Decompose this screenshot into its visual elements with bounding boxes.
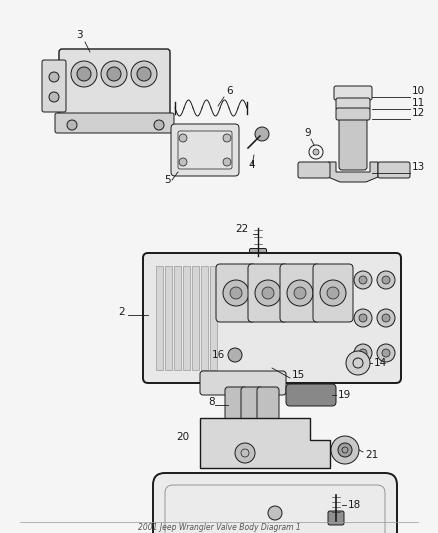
Circle shape bbox=[346, 351, 370, 375]
Text: 20: 20 bbox=[176, 432, 189, 442]
FancyBboxPatch shape bbox=[280, 264, 320, 322]
FancyBboxPatch shape bbox=[378, 162, 410, 178]
Circle shape bbox=[77, 67, 91, 81]
Text: 15: 15 bbox=[292, 370, 305, 380]
Circle shape bbox=[179, 134, 187, 142]
Circle shape bbox=[331, 436, 359, 464]
FancyBboxPatch shape bbox=[200, 371, 286, 395]
Bar bbox=[183, 266, 190, 370]
FancyBboxPatch shape bbox=[225, 387, 247, 423]
Bar bbox=[201, 266, 208, 370]
Circle shape bbox=[179, 158, 187, 166]
FancyBboxPatch shape bbox=[250, 248, 266, 260]
Circle shape bbox=[262, 287, 274, 299]
Circle shape bbox=[223, 134, 231, 142]
Circle shape bbox=[71, 61, 97, 87]
Circle shape bbox=[235, 443, 255, 463]
Polygon shape bbox=[200, 418, 330, 468]
Text: 12: 12 bbox=[412, 108, 425, 118]
Circle shape bbox=[255, 127, 269, 141]
Text: 2001 Jeep Wrangler Valve Body Diagram 1: 2001 Jeep Wrangler Valve Body Diagram 1 bbox=[138, 523, 300, 532]
Text: 13: 13 bbox=[412, 162, 425, 172]
Circle shape bbox=[107, 67, 121, 81]
Bar bbox=[165, 266, 172, 370]
Circle shape bbox=[131, 61, 157, 87]
Circle shape bbox=[67, 120, 77, 130]
Text: 8: 8 bbox=[208, 397, 215, 407]
FancyBboxPatch shape bbox=[55, 113, 174, 133]
Circle shape bbox=[154, 120, 164, 130]
Circle shape bbox=[359, 276, 367, 284]
Circle shape bbox=[377, 344, 395, 362]
Text: 9: 9 bbox=[304, 128, 311, 138]
Circle shape bbox=[230, 287, 242, 299]
Circle shape bbox=[313, 149, 319, 155]
Circle shape bbox=[287, 280, 313, 306]
Circle shape bbox=[377, 271, 395, 289]
Circle shape bbox=[255, 280, 281, 306]
Polygon shape bbox=[328, 162, 378, 182]
Circle shape bbox=[359, 349, 367, 357]
Circle shape bbox=[49, 72, 59, 82]
Circle shape bbox=[268, 506, 282, 520]
Bar bbox=[210, 266, 217, 370]
Text: 19: 19 bbox=[338, 390, 351, 400]
FancyBboxPatch shape bbox=[257, 387, 279, 423]
FancyBboxPatch shape bbox=[248, 264, 288, 322]
Circle shape bbox=[294, 287, 306, 299]
Circle shape bbox=[359, 314, 367, 322]
FancyBboxPatch shape bbox=[286, 384, 336, 406]
Text: 6: 6 bbox=[226, 86, 233, 96]
Circle shape bbox=[382, 276, 390, 284]
Circle shape bbox=[354, 344, 372, 362]
Text: 14: 14 bbox=[374, 358, 387, 368]
FancyBboxPatch shape bbox=[334, 86, 372, 100]
Circle shape bbox=[382, 349, 390, 357]
Circle shape bbox=[354, 309, 372, 327]
FancyBboxPatch shape bbox=[328, 511, 344, 525]
Text: 16: 16 bbox=[212, 350, 225, 360]
Text: 2: 2 bbox=[118, 307, 125, 317]
Bar bbox=[156, 266, 163, 370]
FancyBboxPatch shape bbox=[313, 264, 353, 322]
Text: 21: 21 bbox=[365, 450, 378, 460]
FancyBboxPatch shape bbox=[241, 387, 263, 423]
Circle shape bbox=[338, 443, 352, 457]
Circle shape bbox=[327, 287, 339, 299]
Bar bbox=[192, 266, 199, 370]
Circle shape bbox=[223, 158, 231, 166]
Circle shape bbox=[354, 271, 372, 289]
FancyBboxPatch shape bbox=[153, 473, 397, 533]
Circle shape bbox=[101, 61, 127, 87]
FancyBboxPatch shape bbox=[42, 60, 66, 112]
Circle shape bbox=[382, 314, 390, 322]
Circle shape bbox=[377, 309, 395, 327]
Circle shape bbox=[49, 92, 59, 102]
FancyBboxPatch shape bbox=[216, 264, 256, 322]
Text: 18: 18 bbox=[348, 500, 361, 510]
Text: 5: 5 bbox=[164, 175, 171, 185]
Circle shape bbox=[228, 348, 242, 362]
Circle shape bbox=[320, 280, 346, 306]
FancyBboxPatch shape bbox=[59, 49, 170, 123]
FancyBboxPatch shape bbox=[298, 162, 330, 178]
FancyBboxPatch shape bbox=[171, 124, 239, 176]
Text: 4: 4 bbox=[248, 160, 254, 170]
Text: 22: 22 bbox=[235, 224, 248, 234]
FancyBboxPatch shape bbox=[339, 89, 367, 170]
Text: 11: 11 bbox=[412, 98, 425, 108]
Circle shape bbox=[223, 280, 249, 306]
Text: 10: 10 bbox=[412, 86, 425, 96]
FancyBboxPatch shape bbox=[143, 253, 401, 383]
Bar bbox=[174, 266, 181, 370]
FancyBboxPatch shape bbox=[336, 98, 370, 110]
Circle shape bbox=[137, 67, 151, 81]
FancyBboxPatch shape bbox=[336, 108, 370, 120]
Text: 3: 3 bbox=[76, 30, 83, 40]
